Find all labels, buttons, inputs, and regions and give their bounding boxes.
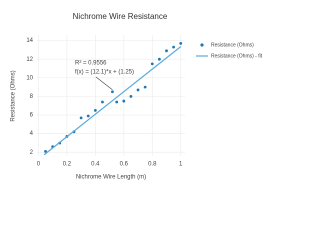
x-axis-label: Nichrome Wire Length (m) xyxy=(76,175,146,181)
y-tick-label: 6 xyxy=(30,113,34,119)
y-tick-label: 12 xyxy=(26,57,33,63)
annotation: R² = 0.9556 xyxy=(75,61,107,67)
data-point xyxy=(44,149,47,153)
y-tick-label: 14 xyxy=(26,38,33,44)
annotation-arrow xyxy=(95,76,113,91)
data-point xyxy=(101,100,104,104)
chart-title: Nichrome Wire Resistance xyxy=(73,12,168,21)
x-tick-label: 0 xyxy=(37,162,41,168)
x-tick-label: 0.8 xyxy=(148,162,157,168)
data-point xyxy=(122,99,126,103)
data-point xyxy=(165,49,168,53)
data-point xyxy=(136,88,140,92)
chart: Nichrome Wire Resistance Nichrome Wire L… xyxy=(11,12,263,181)
x-tick-label: 1 xyxy=(179,162,183,168)
legend-label: Resistance (Ohms) - fit xyxy=(211,53,263,59)
data-point xyxy=(143,85,147,89)
y-tick-label: 10 xyxy=(26,75,33,81)
y-tick-label: 8 xyxy=(30,94,34,100)
data-point xyxy=(172,45,176,49)
data-point xyxy=(93,108,97,112)
legend-swatch xyxy=(200,43,204,47)
x-tick-label: 0.2 xyxy=(63,162,72,168)
fit-line xyxy=(43,46,182,156)
data-point xyxy=(79,116,83,120)
y-tick-label: 2 xyxy=(30,150,34,156)
x-tick-label: 0.6 xyxy=(120,162,129,168)
data-point xyxy=(150,62,154,66)
page: Nichrome Wire Resistance Nichrome Wire L… xyxy=(10,12,263,181)
x-tick-label: 0.4 xyxy=(91,162,100,168)
data-point xyxy=(157,57,161,61)
y-tick-label: 4 xyxy=(30,131,34,137)
annotation: f(x) = (12.1)*x + (1.25) xyxy=(75,70,134,76)
data-point xyxy=(115,100,119,104)
data-point xyxy=(86,114,90,118)
data-point xyxy=(179,41,183,45)
data-point xyxy=(111,90,114,94)
data-point xyxy=(129,95,133,98)
y-axis-label: Resistance (Ohms) xyxy=(11,70,17,121)
legend-label: Resistance (Ohms) xyxy=(211,42,254,48)
